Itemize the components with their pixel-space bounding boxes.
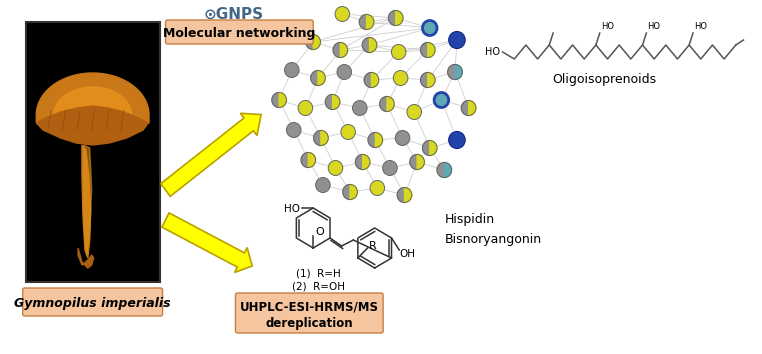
- Circle shape: [449, 131, 466, 148]
- Circle shape: [353, 101, 367, 115]
- Polygon shape: [325, 95, 332, 109]
- Polygon shape: [444, 162, 452, 177]
- Polygon shape: [360, 15, 367, 29]
- Polygon shape: [343, 184, 350, 200]
- Text: Oligoisoprenoids: Oligoisoprenoids: [552, 74, 657, 86]
- Polygon shape: [367, 15, 374, 29]
- Circle shape: [422, 21, 437, 35]
- Circle shape: [287, 122, 301, 137]
- Polygon shape: [421, 42, 427, 57]
- Polygon shape: [321, 131, 328, 145]
- Polygon shape: [309, 153, 315, 167]
- Polygon shape: [461, 101, 469, 115]
- Polygon shape: [430, 141, 437, 155]
- Polygon shape: [379, 97, 387, 112]
- Text: UHPLC-ESI-HRMS/MS
dereplication: UHPLC-ESI-HRMS/MS dereplication: [240, 300, 379, 330]
- Polygon shape: [363, 154, 370, 170]
- Polygon shape: [395, 11, 403, 25]
- Text: HO: HO: [694, 22, 707, 31]
- Polygon shape: [362, 38, 370, 52]
- Polygon shape: [455, 64, 463, 80]
- Text: HO: HO: [283, 204, 299, 214]
- FancyArrow shape: [162, 213, 252, 273]
- Polygon shape: [397, 188, 405, 202]
- Polygon shape: [364, 73, 371, 87]
- Polygon shape: [82, 145, 91, 258]
- Polygon shape: [318, 70, 325, 86]
- FancyBboxPatch shape: [235, 293, 383, 333]
- Polygon shape: [427, 42, 435, 57]
- FancyBboxPatch shape: [165, 20, 313, 44]
- Polygon shape: [78, 248, 94, 268]
- Polygon shape: [350, 184, 357, 200]
- Circle shape: [328, 160, 343, 176]
- Polygon shape: [54, 87, 132, 115]
- Text: OH: OH: [399, 249, 415, 259]
- Polygon shape: [410, 154, 417, 170]
- Polygon shape: [333, 42, 341, 57]
- Circle shape: [395, 131, 410, 145]
- Text: HO: HO: [600, 22, 613, 31]
- Circle shape: [392, 45, 406, 59]
- Polygon shape: [37, 73, 149, 123]
- Polygon shape: [313, 34, 321, 50]
- Polygon shape: [387, 97, 394, 112]
- Circle shape: [434, 92, 449, 108]
- Text: HO: HO: [485, 47, 500, 57]
- Text: Gymnopilus imperialis: Gymnopilus imperialis: [14, 297, 171, 309]
- Text: Molecular networking: Molecular networking: [163, 27, 315, 40]
- Polygon shape: [84, 145, 91, 255]
- Text: O: O: [315, 227, 324, 237]
- Polygon shape: [341, 42, 347, 57]
- Circle shape: [393, 70, 408, 86]
- Polygon shape: [437, 162, 444, 177]
- Circle shape: [370, 181, 385, 195]
- Polygon shape: [371, 73, 379, 87]
- Polygon shape: [37, 106, 148, 145]
- FancyBboxPatch shape: [23, 288, 162, 316]
- Circle shape: [407, 104, 421, 120]
- Polygon shape: [301, 153, 309, 167]
- Polygon shape: [469, 101, 476, 115]
- Text: (1)  R=H
(2)  R=OH: (1) R=H (2) R=OH: [292, 268, 344, 291]
- Circle shape: [335, 6, 350, 22]
- Text: ⊙GNPS: ⊙GNPS: [203, 6, 264, 22]
- Polygon shape: [370, 38, 376, 52]
- Circle shape: [315, 177, 330, 193]
- Text: HO: HO: [648, 22, 661, 31]
- Bar: [26, 22, 160, 282]
- Polygon shape: [311, 70, 318, 86]
- Polygon shape: [306, 34, 313, 50]
- Polygon shape: [332, 95, 340, 109]
- Polygon shape: [422, 141, 430, 155]
- Circle shape: [383, 160, 397, 176]
- Circle shape: [298, 101, 312, 115]
- Polygon shape: [314, 131, 321, 145]
- Circle shape: [284, 63, 299, 78]
- Circle shape: [341, 125, 355, 139]
- Polygon shape: [272, 92, 279, 108]
- Polygon shape: [427, 73, 435, 87]
- FancyArrow shape: [161, 113, 261, 196]
- Polygon shape: [279, 92, 287, 108]
- Polygon shape: [405, 188, 411, 202]
- Polygon shape: [376, 132, 383, 148]
- Polygon shape: [355, 154, 363, 170]
- Circle shape: [449, 32, 466, 48]
- Polygon shape: [389, 11, 395, 25]
- Polygon shape: [448, 64, 455, 80]
- Circle shape: [337, 64, 351, 80]
- Text: R: R: [369, 241, 376, 251]
- Polygon shape: [417, 154, 424, 170]
- Polygon shape: [421, 73, 427, 87]
- Polygon shape: [368, 132, 376, 148]
- Text: Hispidin
Bisnoryangonin: Hispidin Bisnoryangonin: [444, 213, 542, 246]
